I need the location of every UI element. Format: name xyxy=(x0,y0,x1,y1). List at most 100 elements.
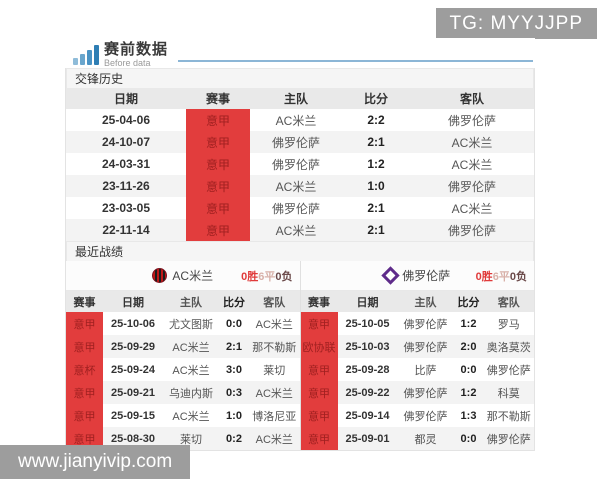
record-draws: 6平 xyxy=(492,270,510,283)
match-date: 25-09-21 xyxy=(110,386,156,399)
h2h-table-row: 22-11-14 意甲 AC米兰 2:1 佛罗伦萨 xyxy=(66,219,534,241)
league-badge: 意甲 xyxy=(186,197,250,219)
match-score: 2:1 xyxy=(367,201,385,215)
match-score: 3:0 xyxy=(226,363,242,376)
recent-table-header: 赛事 日期 主队 比分 客队 xyxy=(300,291,534,312)
recent-match-row: 意甲 25-09-14 佛罗伦萨 1:3 那不勒斯 xyxy=(300,404,535,427)
away-team: 奥洛莫茨 xyxy=(486,341,531,354)
home-team: 都灵 xyxy=(414,433,437,446)
recent-panel-ac-milan: AC米兰 0胜6平0负 赛事 日期 主队 比分 客队 意甲 xyxy=(66,261,300,450)
recent-match-row: 意杯 25-09-24 AC米兰 3:0 莱切 xyxy=(66,358,300,381)
league-badge: 意甲 xyxy=(186,131,250,153)
h2h-table: 日期 赛事 主队 比分 客队 25-04-06 意甲 AC米兰 2:2 佛罗伦萨 xyxy=(66,88,534,241)
col-header-date: 日期 xyxy=(122,296,144,309)
home-team: AC米兰 xyxy=(172,364,210,377)
league-badge: 意甲 xyxy=(186,109,250,131)
section-title-h2h: 交锋历史 xyxy=(66,68,534,88)
away-team: 佛罗伦萨 xyxy=(447,223,496,238)
col-header-league: 赛事 xyxy=(205,92,230,106)
recent-panel-fiorentina: 佛罗伦萨 0胜6平0负 赛事 日期 主队 比分 客队 意甲 xyxy=(299,261,535,450)
match-date: 24-10-07 xyxy=(101,135,151,149)
recent-match-row: 意甲 25-09-15 AC米兰 1:0 博洛尼亚 xyxy=(66,404,300,427)
recent-match-row: 意甲 25-08-30 莱切 0:2 AC米兰 xyxy=(66,427,300,450)
away-team: 莱切 xyxy=(263,364,286,377)
home-team: AC米兰 xyxy=(172,341,210,354)
match-score: 2:0 xyxy=(460,340,477,353)
home-team: 比萨 xyxy=(414,364,437,377)
col-header-home: 主队 xyxy=(283,92,308,106)
match-score: 2:1 xyxy=(367,223,385,237)
league-badge: 意甲 xyxy=(300,312,338,335)
tg-contact-label: TG: MYYJJPP xyxy=(435,8,597,39)
league-badge: 欧协联 xyxy=(300,335,338,358)
page-title: 赛前数据 xyxy=(104,41,169,58)
col-header-score: 比分 xyxy=(223,296,245,309)
team-name: AC米兰 xyxy=(172,269,214,283)
match-score: 0:0 xyxy=(226,317,242,330)
match-date: 25-09-14 xyxy=(345,409,390,422)
home-team: AC米兰 xyxy=(275,223,317,238)
away-team: 佛罗伦萨 xyxy=(486,364,531,377)
col-header-score: 比分 xyxy=(457,296,480,309)
team-header: AC米兰 0胜6平0负 xyxy=(66,261,300,291)
col-header-date: 日期 xyxy=(356,296,379,309)
league-badge: 意甲 xyxy=(186,175,250,197)
match-date: 25-10-06 xyxy=(110,317,156,330)
home-team: AC米兰 xyxy=(275,179,317,194)
col-header-home: 主队 xyxy=(414,296,437,309)
away-team: 佛罗伦萨 xyxy=(447,179,496,194)
pre-match-data-card: 赛前数据 Before data 交锋历史 日期 赛事 主队 比分 客队 25-… xyxy=(65,38,535,451)
match-score: 0:3 xyxy=(226,386,242,399)
col-header-away: 客队 xyxy=(497,296,520,309)
match-date: 22-11-14 xyxy=(102,223,150,237)
col-header-away: 客队 xyxy=(263,296,286,309)
match-date: 25-09-22 xyxy=(345,386,390,399)
match-date: 23-03-05 xyxy=(101,201,151,215)
away-team: 博洛尼亚 xyxy=(252,410,297,423)
league-badge: 意甲 xyxy=(66,404,103,427)
away-team: 罗马 xyxy=(497,318,520,331)
match-date: 25-09-29 xyxy=(110,340,156,353)
page-header: 赛前数据 Before data xyxy=(65,38,535,68)
site-watermark: www.jianyivip.com xyxy=(0,445,191,479)
team-record: 0胜6平0负 xyxy=(476,268,527,284)
league-badge: 意甲 xyxy=(66,312,103,335)
away-team: AC米兰 xyxy=(255,433,293,446)
match-date: 25-04-06 xyxy=(101,113,151,127)
match-score: 1:0 xyxy=(367,179,385,193)
team-header: 佛罗伦萨 0胜6平0负 xyxy=(300,261,534,291)
h2h-table-row: 24-10-07 意甲 佛罗伦萨 2:1 AC米兰 xyxy=(66,131,534,153)
league-badge: 意甲 xyxy=(186,153,250,175)
match-score: 0:2 xyxy=(226,432,242,445)
col-header-away: 客队 xyxy=(459,92,484,106)
home-team: 莱切 xyxy=(180,433,202,446)
team-record: 0胜6平0负 xyxy=(241,268,292,284)
home-team: 尤文图斯 xyxy=(169,318,213,331)
record-losses: 0负 xyxy=(275,270,293,283)
match-score: 2:1 xyxy=(226,340,242,353)
away-team: 科莫 xyxy=(497,387,520,400)
record-losses: 0负 xyxy=(509,270,527,283)
match-score: 1:2 xyxy=(460,386,477,399)
match-score: 1:2 xyxy=(460,317,477,330)
away-team: AC米兰 xyxy=(255,318,293,331)
league-badge: 意甲 xyxy=(66,381,103,404)
match-date: 25-08-30 xyxy=(110,432,156,445)
col-header-home: 主队 xyxy=(180,296,202,309)
away-team: AC米兰 xyxy=(255,387,293,400)
match-date: 25-09-15 xyxy=(110,409,156,422)
h2h-table-row: 23-11-26 意甲 AC米兰 1:0 佛罗伦萨 xyxy=(66,175,534,197)
col-header-league: 赛事 xyxy=(73,296,96,309)
recent-match-row: 意甲 25-09-22 佛罗伦萨 1:2 科莫 xyxy=(300,381,534,404)
league-badge: 意甲 xyxy=(300,358,338,381)
away-team: 那不勒斯 xyxy=(252,341,297,354)
home-team: AC米兰 xyxy=(172,410,210,423)
league-badge: 意甲 xyxy=(300,404,338,427)
home-team: 佛罗伦萨 xyxy=(403,410,448,423)
page-subtitle: Before data xyxy=(104,58,151,68)
recent-match-row: 意甲 25-09-29 AC米兰 2:1 那不勒斯 xyxy=(66,335,300,358)
home-team: 佛罗伦萨 xyxy=(271,157,320,172)
record-wins: 0胜 xyxy=(475,270,493,283)
away-team: 佛罗伦萨 xyxy=(486,433,531,446)
away-team: AC米兰 xyxy=(451,157,493,172)
